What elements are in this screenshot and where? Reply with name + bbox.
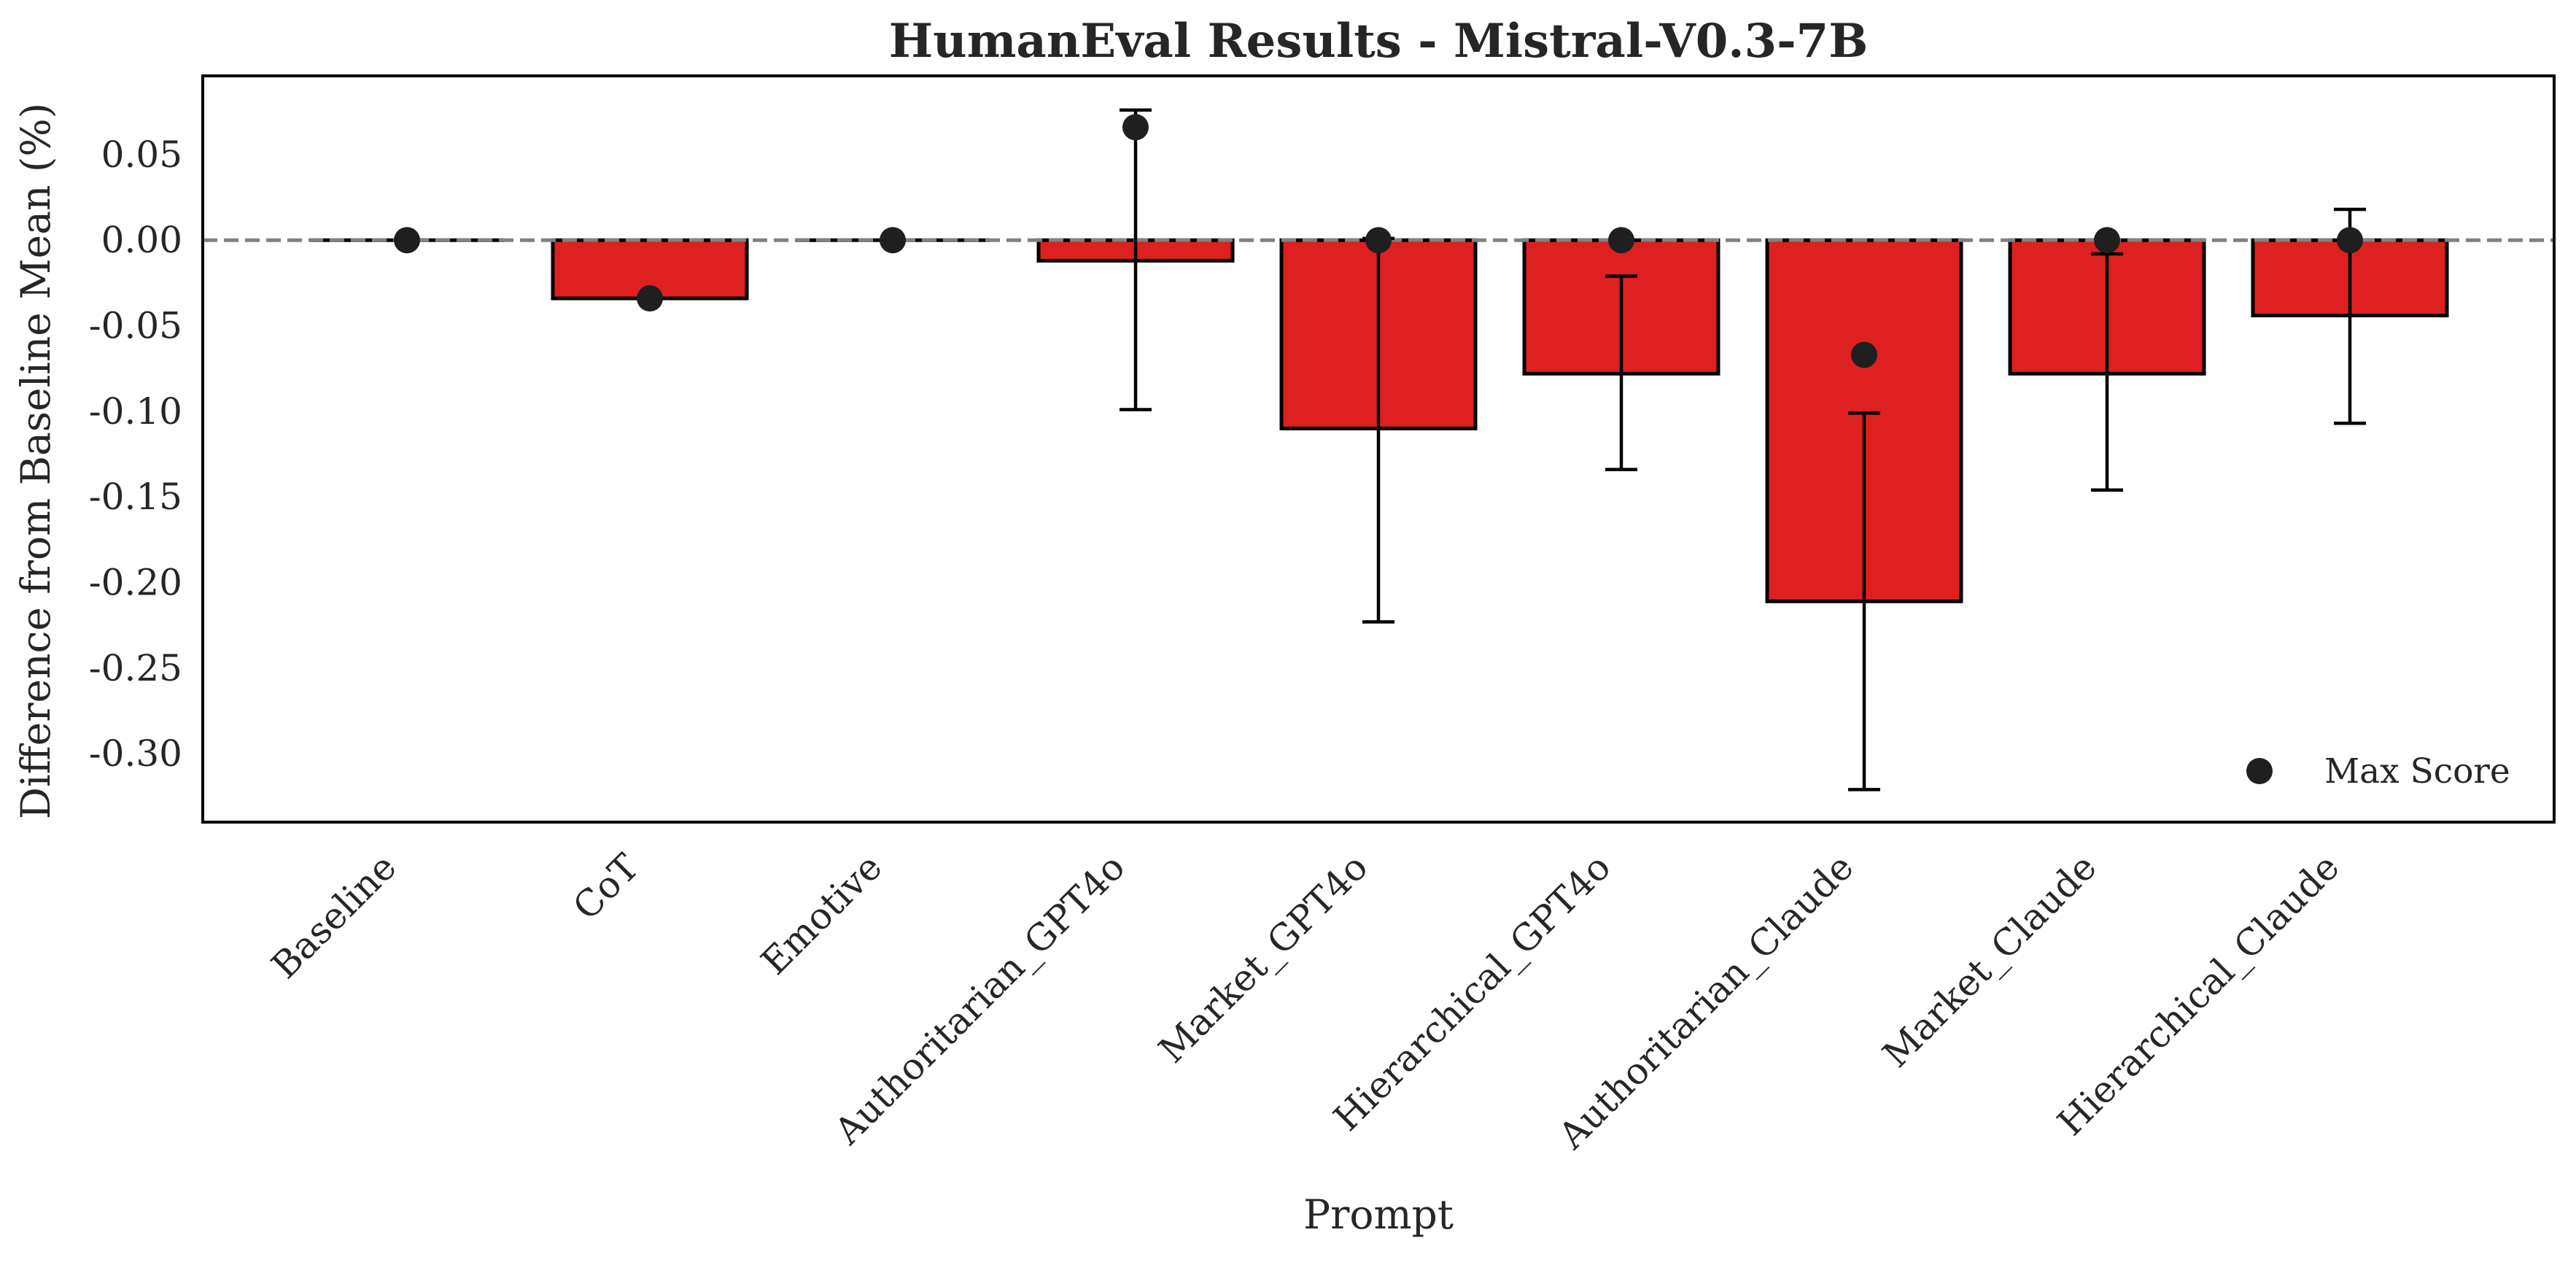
max-score-point	[2094, 227, 2120, 254]
max-score-point	[1608, 227, 1634, 254]
legend: Max Score	[2246, 751, 2510, 791]
y-axis-label: Difference from Baseline Mean (%)	[12, 103, 59, 819]
max-score-point	[637, 285, 663, 312]
max-score-point	[1122, 114, 1149, 141]
y-tick-label: -0.20	[89, 562, 182, 604]
x-axis-label: Prompt	[1303, 1191, 1454, 1238]
y-tick-label: -0.10	[89, 390, 182, 433]
chart-title: HumanEval Results - Mistral-V0.3-7B	[889, 14, 1869, 69]
max-score-point	[394, 227, 420, 254]
y-tick-label: -0.05	[89, 305, 182, 347]
y-tick-label: 0.00	[101, 219, 182, 261]
max-score-point	[880, 227, 906, 254]
max-score-point	[2337, 227, 2363, 254]
max-score-point	[1851, 341, 1877, 368]
y-tick-label: 0.05	[101, 133, 182, 176]
y-tick-label: -0.15	[89, 476, 182, 518]
legend-marker-max-score	[2246, 758, 2273, 784]
y-tick-label: -0.30	[89, 732, 182, 775]
legend-label-max-score: Max Score	[2324, 751, 2510, 791]
max-score-point	[1365, 227, 1392, 254]
y-tick-label: -0.25	[89, 647, 182, 689]
plot-frame	[201, 74, 2556, 824]
